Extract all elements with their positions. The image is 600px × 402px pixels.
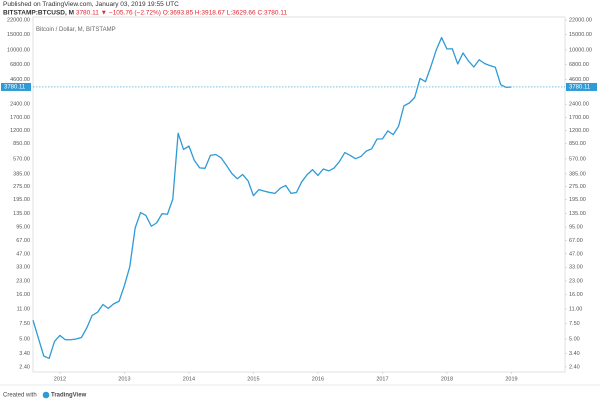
y-tick-label-right: 135.00 xyxy=(569,211,586,217)
high: H:3918.67 xyxy=(195,9,225,16)
price-change: ▼ −105.76 (−2.72%) xyxy=(101,9,161,16)
x-tick-label: 2019 xyxy=(505,376,517,382)
last-price-tag-left xyxy=(1,82,31,91)
y-tick-label-right: 5.00 xyxy=(569,336,580,342)
x-tick-label: 2014 xyxy=(183,376,195,382)
y-tick-label-left: 22000.00 xyxy=(7,17,30,23)
y-tick-label-right: 385.00 xyxy=(569,171,586,177)
last-price: 3780.11 xyxy=(76,9,99,16)
y-tick-label-left: 95.00 xyxy=(16,224,30,230)
x-tick-label: 2017 xyxy=(376,376,388,382)
y-tick-label-right: 195.00 xyxy=(569,197,586,203)
y-tick-label-left: 195.00 xyxy=(13,197,30,203)
plot: 22000.00 22000.00 15000.00 15000.00 10000.00… xyxy=(1,17,597,382)
y-tick-label-left: 3.40 xyxy=(19,351,30,357)
y-tick-label-right: 33.00 xyxy=(569,265,583,271)
y-tick-label-left: 11.00 xyxy=(17,306,30,312)
open: O:3693.85 xyxy=(163,9,194,16)
y-tick-label-right: 10000.00 xyxy=(569,47,592,53)
y-tick-label-right: 22000.00 xyxy=(569,17,592,23)
legend-entry: Bitcoin / Dollar, M, BITSTAMP xyxy=(36,27,116,33)
y-tick-label-right: 850.00 xyxy=(569,141,586,147)
x-tick-label: 2016 xyxy=(312,376,324,382)
y-tick-label-right: 47.00 xyxy=(569,251,583,257)
y-tick-label-left: 10000.00 xyxy=(7,47,30,53)
last-price-label-right: 3780.11 xyxy=(569,85,591,91)
y-tick-label-right: 11.00 xyxy=(569,306,582,312)
last-price-label-left: 3780.11 xyxy=(4,85,26,91)
y-tick-label-right: 1200.00 xyxy=(569,128,589,134)
y-tick-label-right: 275.00 xyxy=(569,184,586,190)
y-tick-label-right: 2.40 xyxy=(569,364,580,370)
y-tick-label-left: 23.00 xyxy=(16,278,30,284)
y-tick-label-left: 15000.00 xyxy=(7,32,30,38)
close: C:3780.11 xyxy=(257,9,287,16)
y-tick-label-left: 135.00 xyxy=(13,211,30,217)
y-tick-label-left: 33.00 xyxy=(16,265,30,271)
y-tick-label-right: 23.00 xyxy=(569,278,583,284)
y-tick-label-right: 2400.00 xyxy=(569,102,589,108)
y-tick-label-left: 7.50 xyxy=(19,321,30,327)
y-tick-label-right: 3.40 xyxy=(569,351,580,357)
y-tick-label-right: 1700.00 xyxy=(569,115,589,121)
plot-frame xyxy=(32,16,566,373)
symbol-line: BITSTAMP:BTCUSD, M 3780.11 ▼ −105.76 (−2… xyxy=(3,9,287,16)
brand-icon xyxy=(42,391,50,399)
y-tick-label-left: 47.00 xyxy=(16,251,30,257)
y-tick-label-right: 570.00 xyxy=(569,156,586,162)
x-tick-label: 2018 xyxy=(441,376,453,382)
y-tick-label-left: 2.40 xyxy=(19,364,30,370)
y-tick-label-right: 4600.00 xyxy=(569,77,589,83)
published-note: Published on TradingView.com, January 03… xyxy=(3,1,179,8)
y-tick-label-left: 4600.00 xyxy=(10,77,30,83)
x-tick-label: 2012 xyxy=(54,376,66,382)
x-tick-label: 2015 xyxy=(247,376,259,382)
y-tick-label-right: 15000.00 xyxy=(569,32,592,38)
y-tick-label-left: 6800.00 xyxy=(10,62,30,68)
footer-brand[interactable]: TradingView xyxy=(51,393,87,399)
y-tick-label-left: 16.00 xyxy=(16,292,30,298)
y-tick-label-right: 67.00 xyxy=(569,238,583,244)
y-tick-label-left: 67.00 xyxy=(16,238,30,244)
y-tick-label-left: 570.00 xyxy=(13,156,30,162)
y-tick-label-right: 16.00 xyxy=(569,292,583,298)
price-line xyxy=(32,36,512,360)
last-price-tag-right xyxy=(566,82,597,91)
y-tick-label-left: 2400.00 xyxy=(10,102,30,108)
y-tick-label-left: 850.00 xyxy=(13,141,30,147)
y-tick-label-right: 7.50 xyxy=(569,321,580,327)
y-tick-label-left: 1200.00 xyxy=(10,128,30,134)
y-tick-label-left: 385.00 xyxy=(13,171,30,177)
y-tick-label-right: 6800.00 xyxy=(569,62,589,68)
y-tick-label-left: 275.00 xyxy=(13,184,30,190)
y-tick-label-right: 95.00 xyxy=(569,224,583,230)
y-tick-label-left: 5.00 xyxy=(19,336,30,342)
low: L:3629.66 xyxy=(227,9,256,16)
x-tick-label: 2013 xyxy=(118,376,130,382)
symbol: BITSTAMP:BTCUSD, M xyxy=(3,9,74,16)
footer-created: Created with xyxy=(3,393,37,399)
y-tick-label-left: 1700.00 xyxy=(10,115,30,121)
